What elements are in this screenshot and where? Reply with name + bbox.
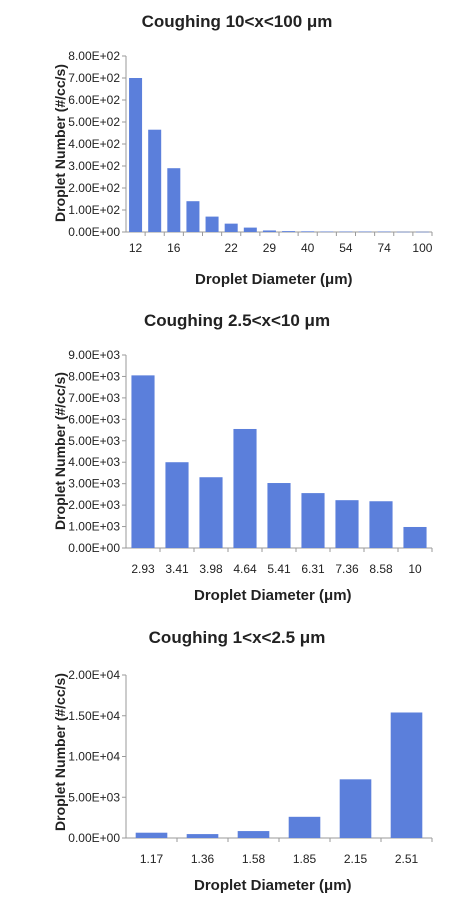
y-tick-label: 0.00E+00	[68, 831, 120, 845]
x-tick-label: 4.64	[233, 562, 257, 576]
bar	[301, 231, 315, 232]
y-tick-label: 2.00E+04	[68, 668, 120, 682]
y-tick-label: 5.00E+02	[68, 115, 120, 129]
chart-title: Coughing 10<x<100 μm	[141, 12, 333, 31]
y-tick-label: 0.00E+00	[68, 541, 120, 555]
y-tick-label: 7.00E+03	[68, 391, 120, 405]
y-tick-label: 2.00E+02	[68, 181, 120, 195]
x-axis-label: Droplet Diameter (μm)	[195, 271, 353, 288]
bar	[243, 227, 257, 232]
x-axis-label: Droplet Diameter (μm)	[194, 587, 352, 604]
x-tick-label: 1.36	[191, 852, 215, 866]
bar	[390, 712, 423, 838]
bar	[403, 526, 427, 548]
chart-title: Coughing 2.5<x<10 μm	[143, 311, 331, 330]
x-tick-label: 3.98	[199, 562, 223, 576]
x-tick-label: 100	[412, 241, 432, 255]
x-tick-label: 2.93	[131, 562, 155, 576]
bar	[396, 231, 410, 233]
x-tick-label: 5.41	[267, 562, 291, 576]
y-tick-label: 5.00E+03	[68, 434, 120, 448]
bar	[135, 832, 168, 838]
x-tick-label: 3.41	[165, 562, 189, 576]
y-tick-label: 6.00E+02	[68, 93, 120, 107]
y-tick-label: 8.00E+03	[68, 369, 120, 383]
x-tick-label: 40	[301, 241, 315, 255]
y-tick-label: 1.00E+03	[68, 520, 120, 534]
y-tick-label: 6.00E+03	[68, 412, 120, 426]
bar	[282, 231, 296, 232]
y-tick-label: 2.00E+03	[68, 498, 120, 512]
x-tick-label: 2.15	[344, 852, 368, 866]
bar	[288, 816, 321, 838]
x-tick-label: 22	[225, 241, 239, 255]
bar	[335, 500, 359, 548]
bar	[369, 501, 393, 548]
y-axis-label: Droplet Number (#/cc/s)	[52, 372, 68, 530]
y-tick-label: 8.00E+02	[68, 49, 120, 63]
chart-panel-1: Coughing 10<x<100 μm 0.00E+00 1.00E+02 2.0…	[0, 0, 474, 300]
bar	[131, 375, 155, 548]
bar	[148, 129, 162, 232]
x-tick-label: 1.17	[140, 852, 164, 866]
chart-panel-2: Coughing 2.5<x<10 μm 0.00E+00 1.00E+03 2.0…	[0, 300, 474, 615]
x-tick-label: 1.58	[242, 852, 266, 866]
x-tick-label: 7.36	[335, 562, 359, 576]
bar	[262, 230, 276, 232]
bar	[224, 223, 238, 232]
y-tick-label: 1.00E+02	[68, 203, 120, 217]
y-tick-label: 5.00E+03	[68, 790, 120, 804]
chart-panel-3: Coughing 1<x<2.5 μm 0.00E+00 5.00E+03 1.00…	[0, 615, 474, 913]
bar-chart-svg: 0.00E+00 1.00E+03 2.00E+03 3.00E+03 4.00E+03…	[68, 348, 433, 576]
y-tick-label: 7.00E+02	[68, 71, 120, 85]
bar	[358, 231, 372, 233]
x-tick-label: 29	[263, 241, 277, 255]
bar-chart-svg: 0.00E+00 1.00E+02 2.00E+02 3.00E+02 4.00E+02…	[68, 49, 432, 255]
bar	[165, 462, 189, 548]
bar	[167, 168, 181, 232]
bar	[301, 493, 325, 548]
bar	[129, 78, 143, 232]
x-tick-label: 12	[129, 241, 143, 255]
bar	[320, 231, 334, 233]
x-tick-label: 8.58	[369, 562, 393, 576]
x-tick-label: 54	[339, 241, 353, 255]
y-tick-label: 9.00E+03	[68, 348, 120, 362]
bar	[267, 483, 291, 548]
y-tick-label: 1.00E+04	[68, 750, 120, 764]
y-tick-label: 4.00E+02	[68, 137, 120, 151]
bar	[415, 231, 429, 233]
y-axis-label: Droplet Number (#/cc/s)	[52, 64, 68, 222]
x-tick-label: 1.85	[293, 852, 317, 866]
bar	[186, 834, 219, 838]
bar-chart-svg: 0.00E+00 5.00E+03 1.00E+04 1.50E+04 2.00E+04…	[68, 668, 433, 866]
y-tick-label: 1.50E+04	[68, 709, 120, 723]
x-tick-label: 2.51	[395, 852, 419, 866]
bar	[199, 477, 223, 548]
y-tick-label: 3.00E+02	[68, 159, 120, 173]
chart-title: Coughing 1<x<2.5 μm	[148, 628, 326, 647]
x-tick-label: 16	[167, 241, 181, 255]
bar	[339, 231, 353, 233]
y-tick-label: 3.00E+03	[68, 477, 120, 491]
bar	[237, 831, 270, 838]
x-axis-label: Droplet Diameter (μm)	[194, 877, 352, 894]
bar	[186, 201, 200, 232]
bar	[339, 779, 372, 838]
y-axis-label: Droplet Number (#/cc/s)	[52, 673, 68, 831]
y-tick-label: 0.00E+00	[68, 225, 120, 239]
bar	[205, 216, 219, 232]
x-tick-label: 74	[378, 241, 392, 255]
bar	[233, 428, 257, 548]
x-tick-label: 6.31	[301, 562, 325, 576]
bar	[377, 231, 391, 233]
x-tick-label: 10	[408, 562, 422, 576]
y-tick-label: 4.00E+03	[68, 455, 120, 469]
